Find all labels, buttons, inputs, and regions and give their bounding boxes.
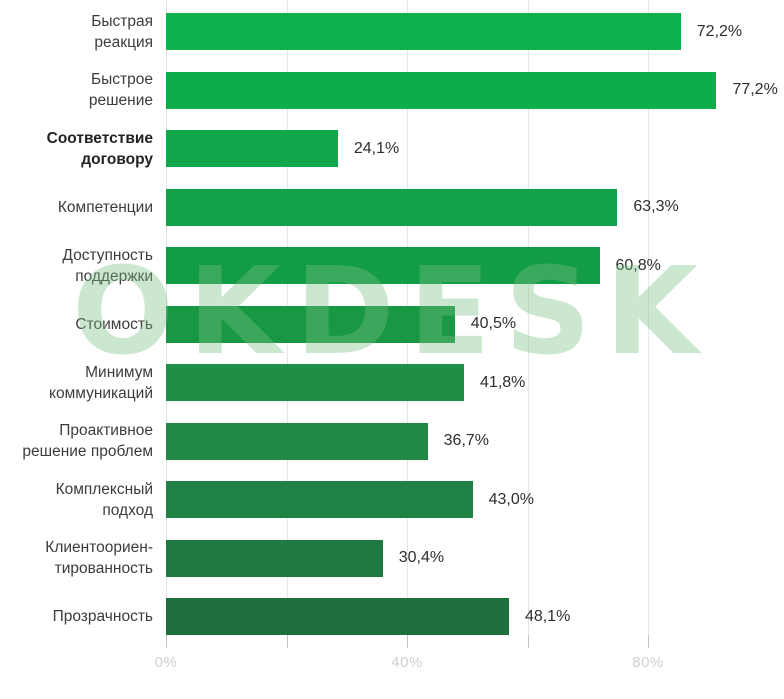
bar <box>166 539 383 577</box>
axis-tick <box>407 635 408 648</box>
value-label: 41,8% <box>480 373 526 391</box>
bar <box>166 481 473 518</box>
axis-tick <box>648 635 649 648</box>
category-label: Проактивное решение проблем <box>22 422 153 460</box>
axis-tick <box>286 635 288 648</box>
bar <box>166 305 455 343</box>
value-label: 36,7% <box>443 432 490 449</box>
bar <box>166 598 509 635</box>
category-label: Прозрачность <box>52 608 153 625</box>
value-label: 77,2% <box>732 81 778 98</box>
axis-tick-label: 40% <box>391 654 423 671</box>
value-label: 63,3% <box>633 198 679 215</box>
category-label: Соответствие договору <box>46 129 153 168</box>
bar <box>166 247 600 284</box>
axis-tick <box>166 635 167 648</box>
category-label: Быстрое решение <box>88 71 153 109</box>
bar <box>166 364 465 401</box>
category-label: Клиентоориен- тированность <box>45 539 153 577</box>
value-label: 72,2% <box>696 22 743 40</box>
value-label: 60,8% <box>615 256 661 274</box>
value-label: 40,5% <box>470 315 517 332</box>
value-label: 24,1% <box>353 139 400 157</box>
value-label: 43,0% <box>488 490 534 508</box>
bar <box>166 71 717 109</box>
category-label: Комплексный подход <box>55 480 153 519</box>
axis-tick-label: 0% <box>154 654 178 671</box>
category-label: Доступность поддержки <box>62 246 153 285</box>
category-label: Компетенции <box>57 198 153 216</box>
value-label: 48,1% <box>524 607 571 625</box>
bar <box>166 422 428 460</box>
category-label: Быстрая реакция <box>91 12 153 51</box>
gridline <box>527 0 529 635</box>
gridline <box>648 0 649 635</box>
bar <box>166 13 681 50</box>
bar <box>166 130 338 167</box>
value-label: 30,4% <box>398 549 445 566</box>
category-label: Минимум коммуникаций <box>49 363 153 402</box>
axis-tick-label: 80% <box>632 654 664 671</box>
category-label: Стоимость <box>75 315 153 333</box>
bar <box>166 188 618 226</box>
axis-tick <box>527 635 529 648</box>
